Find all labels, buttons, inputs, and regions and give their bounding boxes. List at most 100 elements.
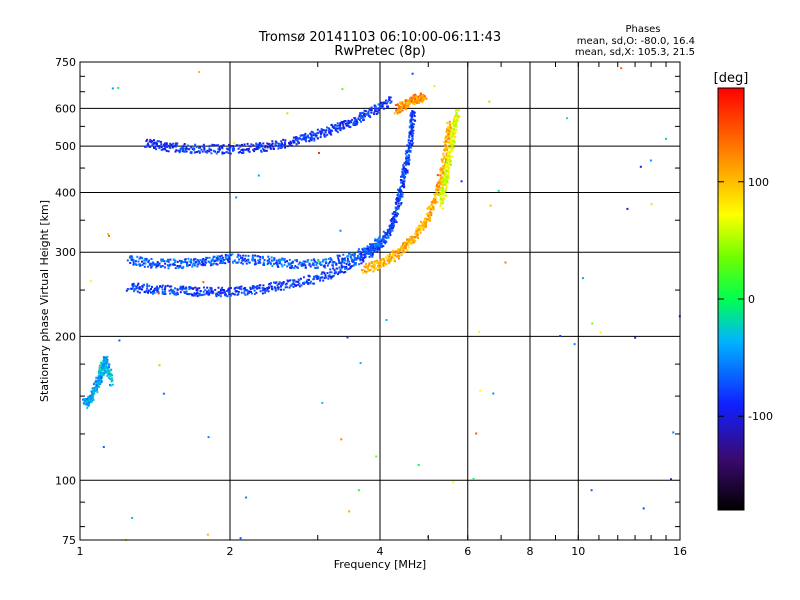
echo-point xyxy=(196,265,199,268)
echo-point xyxy=(246,293,249,296)
echo-point xyxy=(261,289,264,292)
echo-point xyxy=(230,294,233,297)
echo-point xyxy=(97,377,100,380)
echo-point xyxy=(320,276,323,279)
echo-point xyxy=(375,113,378,115)
echo-point xyxy=(187,293,190,296)
echo-point xyxy=(195,260,198,263)
echo-point xyxy=(195,151,198,153)
echo-point xyxy=(306,281,309,284)
echo-point xyxy=(92,388,95,391)
echo-point xyxy=(215,152,218,155)
echo-point xyxy=(353,254,356,257)
echo-point xyxy=(409,139,412,142)
echo-point xyxy=(337,256,340,259)
echo-point xyxy=(207,291,210,294)
echo-point xyxy=(402,173,404,176)
echo-point xyxy=(293,283,296,286)
echo-point xyxy=(306,259,309,262)
echo-point xyxy=(401,246,404,249)
echo-point xyxy=(377,240,380,243)
echo-point xyxy=(273,281,275,284)
echo-point xyxy=(444,176,446,179)
echo-point xyxy=(379,246,382,249)
echo-point xyxy=(312,264,315,267)
echo-point xyxy=(101,373,104,376)
echo-point xyxy=(138,291,141,294)
echo-point xyxy=(147,289,150,292)
echo-point xyxy=(385,232,388,235)
echo-point xyxy=(445,176,448,179)
echo-point xyxy=(429,211,432,213)
echo-point xyxy=(452,117,455,120)
echo-point xyxy=(95,381,98,384)
echo-point xyxy=(410,117,413,120)
echo-point xyxy=(371,245,374,248)
echo-point xyxy=(232,147,235,149)
echo-point xyxy=(150,266,153,269)
echo-point xyxy=(357,250,360,253)
echo-point xyxy=(347,124,350,127)
echo-point xyxy=(256,255,259,258)
echo-point xyxy=(392,253,395,256)
echo-point xyxy=(229,287,232,289)
echo-point xyxy=(454,109,457,112)
echo-point xyxy=(411,235,414,238)
echo-point xyxy=(441,181,443,184)
echo-point xyxy=(257,143,260,146)
echo-point xyxy=(315,274,318,277)
echo-point xyxy=(373,250,376,253)
echo-point xyxy=(278,146,281,149)
echo-point xyxy=(187,257,190,260)
echo-point xyxy=(447,171,450,174)
echo-point xyxy=(159,285,162,288)
echo-point xyxy=(185,292,188,295)
echo-point xyxy=(156,261,159,263)
echo-point xyxy=(455,125,458,128)
noise-point xyxy=(107,233,109,235)
noise-point xyxy=(573,343,576,346)
echo-point xyxy=(342,125,345,128)
echo-point xyxy=(441,161,444,164)
echo-point xyxy=(270,147,273,150)
echo-point xyxy=(183,143,186,145)
echo-point xyxy=(444,168,447,171)
echo-point xyxy=(350,254,353,257)
echo-point xyxy=(404,105,407,108)
echo-point xyxy=(89,398,92,401)
noise-point xyxy=(245,496,248,499)
echo-point xyxy=(329,260,331,263)
echo-point xyxy=(269,146,272,149)
echo-point xyxy=(452,141,454,144)
echo-point xyxy=(327,262,330,265)
echo-point xyxy=(395,208,398,211)
echo-point xyxy=(412,129,415,132)
echo-point xyxy=(273,259,276,261)
echo-point xyxy=(442,155,445,158)
echo-point xyxy=(421,101,424,104)
echo-point xyxy=(319,279,322,282)
echo-point xyxy=(254,254,257,257)
echo-point xyxy=(256,285,259,287)
echo-point xyxy=(417,230,420,233)
echo-point xyxy=(444,194,447,197)
echo-point xyxy=(145,140,148,143)
echo-point xyxy=(326,272,329,275)
echo-point xyxy=(366,245,369,248)
echo-point xyxy=(448,120,451,123)
echo-point xyxy=(393,260,396,263)
echo-point xyxy=(93,390,96,393)
echo-point xyxy=(277,283,280,285)
echo-point xyxy=(438,181,441,184)
y-tick-label: 200 xyxy=(55,330,76,343)
echo-point xyxy=(424,221,427,224)
echo-point xyxy=(138,263,141,266)
echo-point xyxy=(330,133,333,136)
echo-point xyxy=(255,142,258,145)
echo-point xyxy=(209,291,211,294)
echo-point xyxy=(376,259,379,262)
echo-point xyxy=(407,163,410,166)
echo-point xyxy=(310,139,313,142)
echo-point xyxy=(107,376,110,379)
echo-point xyxy=(354,118,357,121)
